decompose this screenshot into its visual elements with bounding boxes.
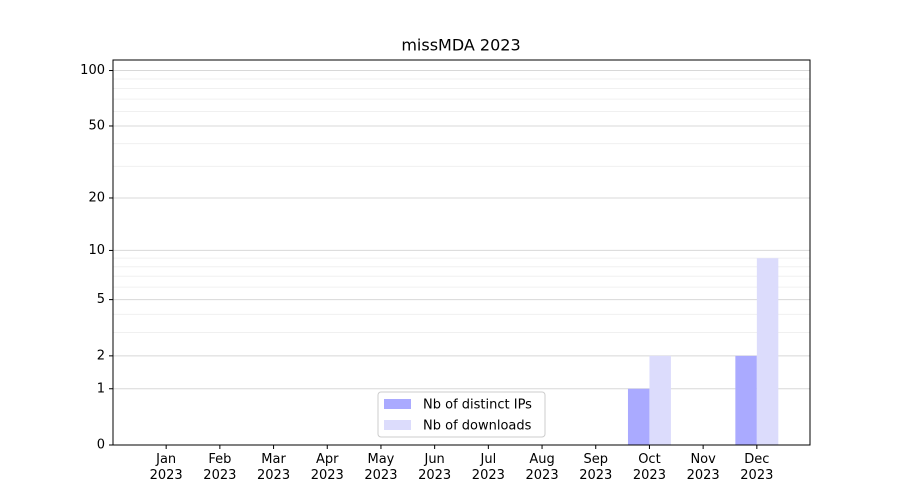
chart-title: missMDA 2023 xyxy=(401,36,520,55)
y-tick-label: 1 xyxy=(97,381,105,396)
x-tick-label: Nov 2023 xyxy=(686,452,720,483)
legend-swatch xyxy=(384,420,411,430)
plot-frame xyxy=(112,59,811,446)
x-tick-label: Jun 2023 xyxy=(418,452,452,483)
x-tick-label: Jul 2023 xyxy=(471,452,505,483)
bar xyxy=(649,355,671,445)
x-tick-label: Apr 2023 xyxy=(310,452,344,483)
bar xyxy=(735,355,757,445)
x-tick-label: Aug 2023 xyxy=(525,452,559,483)
legend: Nb of distinct IPs Nb of downloads xyxy=(377,391,546,438)
y-tick-label: 20 xyxy=(88,190,105,205)
x-tick-label: Jan 2023 xyxy=(149,452,183,483)
y-tick-label: 0 xyxy=(97,438,105,453)
legend-label: Nb of downloads xyxy=(423,419,532,434)
x-tick-label: May 2023 xyxy=(364,452,398,483)
y-tick-label: 5 xyxy=(97,292,105,307)
x-tick-label: Oct 2023 xyxy=(632,452,666,483)
x-tick-label: Dec 2023 xyxy=(740,452,774,483)
x-tick-label: Mar 2023 xyxy=(257,452,291,483)
x-tick-label: Feb 2023 xyxy=(203,452,237,483)
y-tick-label: 2 xyxy=(97,348,105,363)
legend-swatch xyxy=(384,399,411,409)
bar xyxy=(627,388,650,445)
legend-label: Nb of distinct IPs xyxy=(423,398,532,413)
legend-box xyxy=(377,391,546,438)
y-tick-label: 50 xyxy=(88,118,105,133)
x-tick-label: Sep 2023 xyxy=(579,452,613,483)
bar xyxy=(756,258,779,445)
y-tick-label: 10 xyxy=(88,243,105,258)
y-tick-label: 100 xyxy=(80,63,105,78)
